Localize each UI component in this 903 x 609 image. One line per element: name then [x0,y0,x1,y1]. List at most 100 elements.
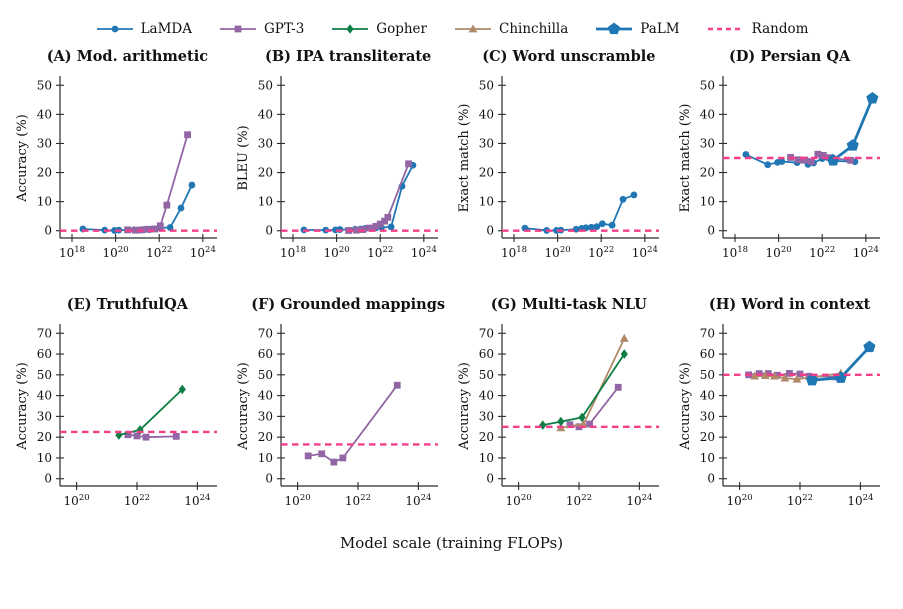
svg-text:10: 10 [258,451,273,465]
legend-label: Random [751,21,809,37]
svg-text:20: 20 [258,430,273,444]
svg-text:1024: 1024 [411,245,437,260]
panel-title: (F) Grounded mappings [251,296,445,313]
legend-label: GPT-3 [264,21,305,37]
x-axis-label: Model scale (training FLOPs) [339,534,564,552]
svg-text:30: 30 [37,136,52,150]
svg-text:40: 40 [37,107,52,121]
svg-text:1022: 1022 [147,245,173,260]
svg-text:0: 0 [486,224,494,238]
gpt3-square-marker-icon [218,21,258,37]
legend-item-random: Random [706,21,809,37]
panel-f-grounded-mappings: (F) Grounded mappings 0 10 20 30 40 50 60 70 102… [231,294,452,528]
y-axis-label: Accuracy (%) [678,362,693,451]
legend: LaMDA GPT-3 Gopher Chinchilla PaLM Rando… [0,0,903,42]
y-axis-label: Exact match (%) [678,104,693,213]
svg-text:1022: 1022 [787,493,813,508]
svg-text:20: 20 [699,430,714,444]
svg-text:1024: 1024 [632,245,658,260]
legend-item-gpt3: GPT-3 [218,21,304,37]
y-axis-label: BLEU (%) [236,125,251,190]
legend-item-chinchilla: Chinchilla [453,21,568,37]
svg-text:1020: 1020 [544,245,570,260]
svg-text:30: 30 [699,409,714,423]
svg-text:60: 60 [699,347,714,361]
legend-label: PaLM [640,21,680,37]
svg-text:30: 30 [37,409,52,423]
svg-text:50: 50 [479,78,494,92]
svg-text:1022: 1022 [566,493,592,508]
svg-text:0: 0 [707,472,715,486]
panel-title: (D) Persian QA [728,48,851,65]
panel-title: (E) TruthfulQA [66,296,188,313]
lamda-circle-marker-icon [95,21,135,37]
panel-c-word-unscramble: (C) Word unscramble 0 10 20 30 40 50 1018 1020 1… [452,46,673,280]
panel-h-word-in-context: (H) Word in context 0 10 20 30 40 50 60 70 1020 1… [672,294,893,528]
svg-text:0: 0 [265,472,273,486]
svg-text:40: 40 [699,389,714,403]
svg-text:1020: 1020 [324,245,350,260]
svg-text:40: 40 [258,389,273,403]
svg-text:1020: 1020 [726,493,752,508]
chinchilla-triangle-marker-icon [453,21,493,37]
svg-text:60: 60 [37,347,52,361]
svg-text:60: 60 [479,347,494,361]
legend-item-gopher: Gopher [330,21,427,37]
svg-text:50: 50 [37,368,52,382]
svg-text:1020: 1020 [285,493,311,508]
svg-text:1022: 1022 [809,245,835,260]
panel-a-mod-arithmetic: (A) Mod. arithmetic 0 10 20 30 40 50 1018 1020 1… [10,46,231,280]
legend-item-lamda: LaMDA [95,21,192,37]
svg-text:50: 50 [699,368,714,382]
svg-text:0: 0 [45,472,53,486]
panel-e-truthfulqa: (E) TruthfulQA 0 10 20 30 40 50 60 70 1020 1022 10… [10,294,231,528]
svg-text:30: 30 [479,409,494,423]
svg-text:0: 0 [486,472,494,486]
svg-text:20: 20 [37,166,52,180]
svg-text:10: 10 [258,195,273,209]
legend-item-palm: PaLM [594,21,680,37]
svg-text:1020: 1020 [103,245,129,260]
svg-text:1018: 1018 [59,245,85,260]
svg-text:10: 10 [479,195,494,209]
svg-text:1024: 1024 [847,493,873,508]
svg-text:1022: 1022 [345,493,371,508]
svg-text:50: 50 [258,78,273,92]
svg-text:60: 60 [258,347,273,361]
svg-text:0: 0 [265,224,273,238]
svg-text:1024: 1024 [185,493,211,508]
random-dashed-line-icon [706,21,746,37]
svg-text:70: 70 [699,326,714,340]
svg-text:20: 20 [258,166,273,180]
svg-text:40: 40 [479,107,494,121]
svg-text:10: 10 [479,451,494,465]
svg-text:50: 50 [699,78,714,92]
svg-text:30: 30 [258,409,273,423]
svg-text:1018: 1018 [280,245,306,260]
svg-text:1020: 1020 [765,245,791,260]
svg-text:70: 70 [37,326,52,340]
svg-text:70: 70 [258,326,273,340]
panel-title: (C) Word unscramble [482,48,656,65]
legend-label: Chinchilla [499,21,569,37]
panel-title: (B) IPA transliterate [264,48,432,65]
svg-text:1022: 1022 [367,245,393,260]
panel-d-persian-qa: (D) Persian QA 0 10 20 30 40 50 1018 1020 1022 10… [672,46,893,280]
panel-title: (H) Word in context [708,296,871,313]
svg-text:0: 0 [707,224,715,238]
gopher-diamond-marker-icon [330,21,370,37]
svg-text:50: 50 [258,368,273,382]
y-axis-label: Accuracy (%) [236,362,251,451]
svg-text:1018: 1018 [501,245,527,260]
svg-text:1022: 1022 [588,245,614,260]
legend-label: Gopher [376,21,427,37]
svg-text:10: 10 [37,195,52,209]
